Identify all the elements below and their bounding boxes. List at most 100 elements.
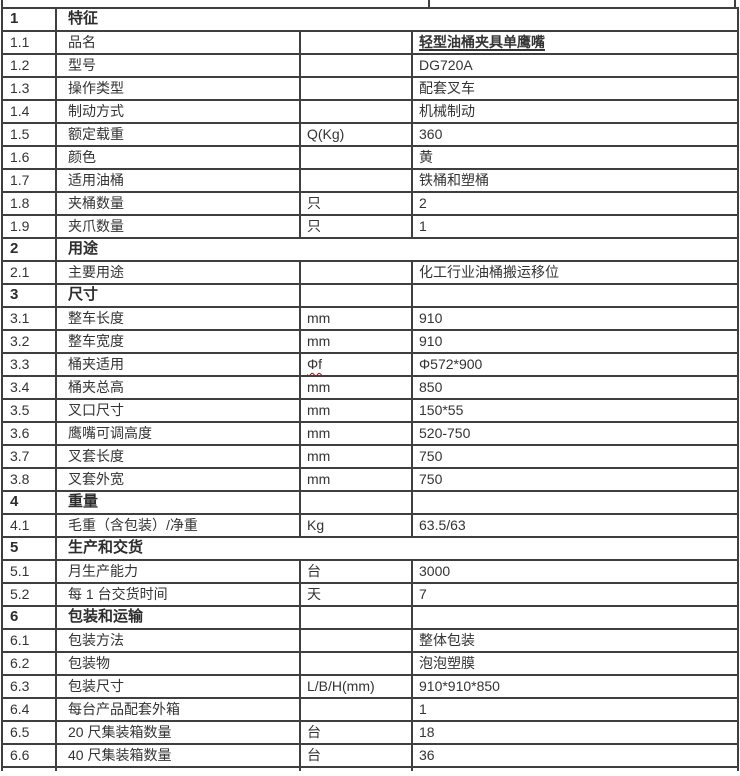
cell-value[interactable]: 整体包装 (410, 628, 740, 653)
cell-unit[interactable]: 只 (299, 214, 413, 239)
cell-unit[interactable] (299, 283, 413, 308)
cell-row-number[interactable]: 1.7 (1, 168, 57, 193)
cell-attribute-label[interactable]: 整车长度 (55, 306, 301, 331)
cell-row-number[interactable]: 3.2 (1, 329, 57, 354)
cell-attribute-label[interactable]: 型号 (55, 53, 301, 78)
cell-clipped[interactable] (299, 766, 413, 771)
cell-row-number[interactable]: 6.6 (1, 743, 57, 768)
cell-row-number[interactable]: 3.5 (1, 398, 57, 423)
cell-row-number[interactable]: 1.4 (1, 99, 57, 124)
cell-attribute-label[interactable]: 整车宽度 (55, 329, 301, 354)
cell-row-number[interactable]: 1.8 (1, 191, 57, 216)
cell-attribute-label[interactable]: 适用油桶 (55, 168, 301, 193)
cell-unit[interactable] (299, 605, 413, 630)
cell-row-number[interactable]: 3.6 (1, 421, 57, 446)
cell-row-number[interactable]: 1.2 (1, 53, 57, 78)
cell-row-number[interactable]: 4.1 (1, 513, 57, 538)
cell-attribute-label[interactable]: 颜色 (55, 145, 301, 170)
cell-row-number[interactable]: 6 (1, 605, 57, 630)
cell-unit[interactable]: 天 (299, 582, 413, 607)
cell-value[interactable]: 铁桶和塑桶 (410, 168, 740, 193)
cell-row-number[interactable]: 3 (1, 283, 57, 308)
cell-row-number[interactable]: 3.1 (1, 306, 57, 331)
cell-attribute-label[interactable]: 每台产品配套外箱 (55, 697, 301, 722)
cell-row-number[interactable]: 3.7 (1, 444, 57, 469)
cell-clipped[interactable] (1, 766, 57, 771)
cell-value[interactable]: DG720A (410, 53, 740, 78)
cell-unit[interactable]: L/B/H(mm) (299, 674, 413, 699)
cell-attribute-label[interactable]: 20 尺集装箱数量 (55, 720, 301, 745)
cell-unit[interactable]: Φf (299, 352, 413, 377)
cell-attribute-label[interactable]: 尺寸 (55, 283, 301, 308)
cell-attribute-label[interactable]: 鹰嘴可调高度 (55, 421, 301, 446)
cell-row-number[interactable]: 3.4 (1, 375, 57, 400)
cell-unit[interactable] (299, 260, 413, 285)
cell-row-number[interactable]: 2 (1, 237, 57, 262)
cell-value[interactable]: 配套叉车 (410, 76, 740, 101)
cell-attribute-label[interactable]: 制动方式 (55, 99, 301, 124)
cell-attribute-label[interactable]: 包装和运输 (55, 605, 301, 630)
cell-unit[interactable] (299, 628, 413, 653)
cell-row-number[interactable]: 6.4 (1, 697, 57, 722)
cell-attribute-label[interactable]: 桶夹适用 (55, 352, 301, 377)
cell-unit[interactable] (299, 53, 413, 78)
cell-attribute-label[interactable]: 品名 (55, 30, 301, 55)
cell-attribute-label[interactable]: 毛重（含包装）/净重 (55, 513, 301, 538)
cell-row-number[interactable]: 5 (1, 536, 57, 561)
cell-row-number[interactable]: 6.1 (1, 628, 57, 653)
cell-attribute-label[interactable]: 叉口尺寸 (55, 398, 301, 423)
cell-unit[interactable] (299, 651, 413, 676)
cell-value[interactable]: 1 (410, 214, 740, 239)
cell-row-number[interactable]: 1.6 (1, 145, 57, 170)
cell-attribute-label[interactable]: 额定载重 (55, 122, 301, 147)
cell-value[interactable]: 3000 (410, 559, 740, 584)
cell-attribute-label[interactable]: 夹爪数量 (55, 214, 301, 239)
cell-value[interactable] (410, 283, 740, 308)
cell-attribute-label[interactable]: 生产和交货 (54, 536, 740, 561)
cell-unit[interactable]: mm (299, 375, 413, 400)
cell-value[interactable]: 750 (410, 467, 740, 492)
cell-value[interactable]: 36 (410, 743, 740, 768)
cell-row-number[interactable]: 4 (1, 490, 57, 515)
cell-row-number[interactable]: 5.2 (1, 582, 57, 607)
cell-value[interactable]: 1 (410, 697, 740, 722)
cell-unit[interactable]: mm (299, 329, 413, 354)
cell-row-number[interactable]: 3.3 (1, 352, 57, 377)
cell-row-number[interactable]: 1.9 (1, 214, 57, 239)
cell-attribute-label[interactable]: 包装物 (55, 651, 301, 676)
cell-unit[interactable] (299, 168, 413, 193)
cell-attribute-label[interactable]: 重量 (55, 490, 301, 515)
cell-attribute-label[interactable]: 每 1 台交货时间 (55, 582, 301, 607)
cell-attribute-label[interactable]: 特征 (54, 7, 740, 32)
cell-row-number[interactable]: 2.1 (1, 260, 57, 285)
cell-unit[interactable] (299, 490, 413, 515)
cell-unit[interactable] (299, 145, 413, 170)
cell-value[interactable]: 7 (410, 582, 740, 607)
cell-value[interactable] (410, 605, 740, 630)
cell-value[interactable]: 360 (410, 122, 740, 147)
cell-value[interactable]: Φ572*900 (410, 352, 740, 377)
cell-row-number[interactable]: 6.5 (1, 720, 57, 745)
cell-attribute-label[interactable]: 包装尺寸 (55, 674, 301, 699)
cell-row-number[interactable]: 6.2 (1, 651, 57, 676)
cell-unit[interactable]: 台 (299, 743, 413, 768)
cell-value[interactable]: 910 (410, 329, 740, 354)
cell-row-number[interactable]: 1.3 (1, 76, 57, 101)
cell-value[interactable]: 黄 (410, 145, 740, 170)
cell-attribute-label[interactable]: 叉套外宽 (55, 467, 301, 492)
cell-value[interactable]: 910 (410, 306, 740, 331)
cell-value[interactable]: 化工行业油桶搬运移位 (410, 260, 740, 285)
cell-attribute-label[interactable]: 40 尺集装箱数量 (55, 743, 301, 768)
cell-unit[interactable] (299, 30, 413, 55)
cell-unit[interactable]: Q(Kg) (299, 122, 413, 147)
cell-attribute-label[interactable]: 操作类型 (55, 76, 301, 101)
cell-attribute-label[interactable]: 包装方法 (55, 628, 301, 653)
cell-unit[interactable]: mm (299, 467, 413, 492)
cell-value[interactable]: 2 (410, 191, 740, 216)
cell-attribute-label[interactable]: 用途 (54, 237, 740, 262)
cell-unit[interactable] (299, 76, 413, 101)
cell-row-number[interactable]: 3.8 (1, 467, 57, 492)
cell-attribute-label[interactable]: 夹桶数量 (55, 191, 301, 216)
cell-value[interactable]: 850 (410, 375, 740, 400)
cell-unit[interactable]: mm (299, 306, 413, 331)
